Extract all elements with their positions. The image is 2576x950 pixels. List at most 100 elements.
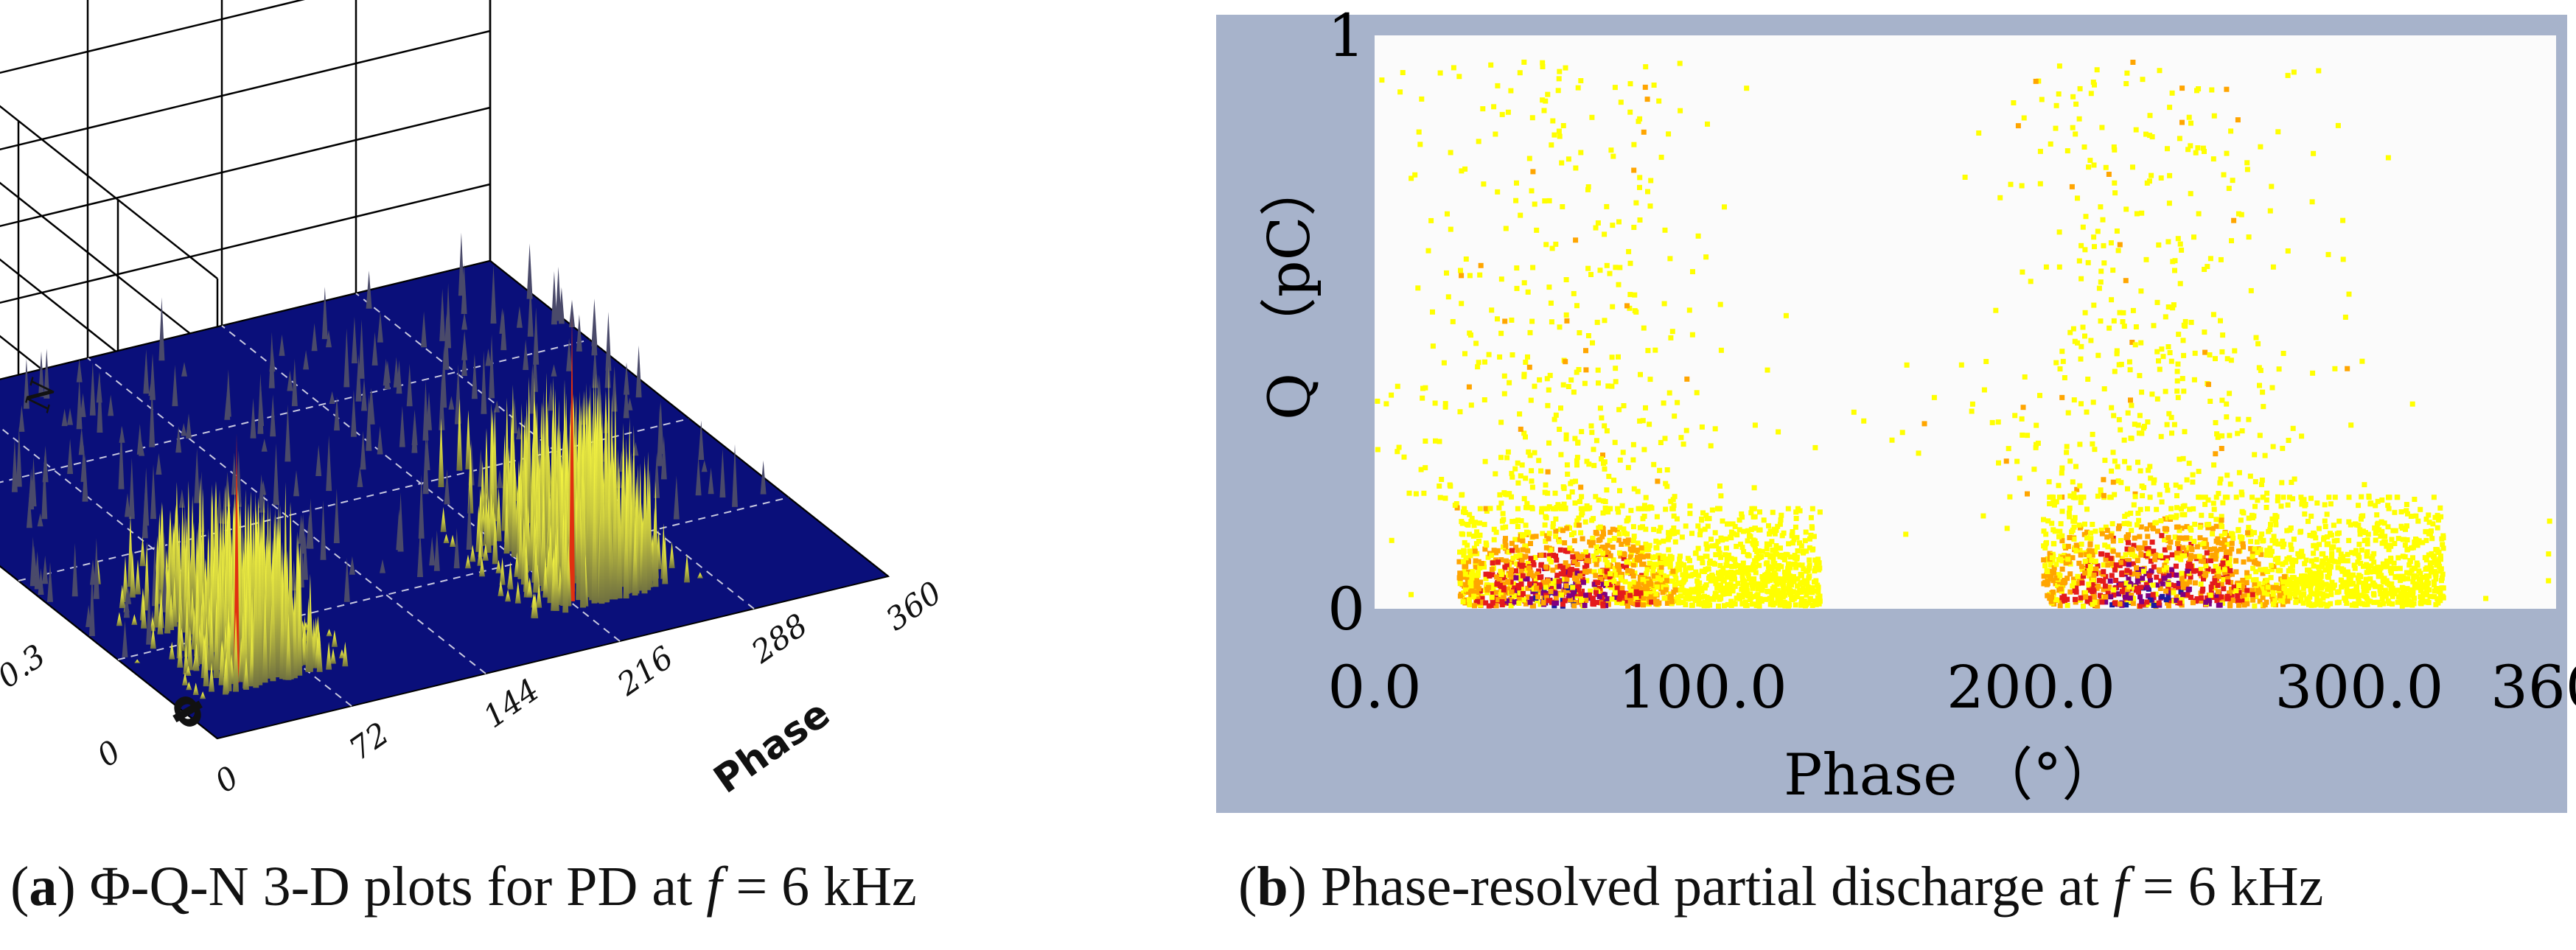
b-point [2390,585,2395,591]
b-point [1508,579,1514,585]
b-point [1641,598,1647,604]
b-point [2382,587,2388,593]
b-point [1675,399,1680,405]
b-point [1540,600,1546,606]
b-point [2173,514,2179,520]
b-point [2134,565,2139,570]
a-peak-spike [293,469,299,497]
b-point [2435,559,2441,565]
b-point [2395,573,2401,579]
b-point [1596,593,1602,599]
b-point [1616,219,1622,225]
b-point [1696,573,1702,579]
b-point [1812,579,1817,585]
a-peak-spike [443,534,450,543]
b-point [1688,573,1694,579]
b-point [1746,576,1752,582]
a-peak-spike [182,672,188,685]
b-point [1722,204,1727,210]
b-point [2327,570,2332,576]
a-peak-spike [222,657,228,695]
b-point [1768,572,1774,578]
b-point [1483,506,1489,511]
b-point [2147,597,2153,603]
a-peak-spike [511,457,517,557]
b-point [1570,584,1576,590]
b-point [1606,473,1612,479]
b-point [1616,282,1622,287]
b-point [2162,537,2168,542]
a-peak-spike [495,559,502,573]
b-point [1558,506,1564,511]
b-point [1589,114,1595,120]
b-point [1647,590,1653,596]
b-point [1739,545,1745,551]
b-point [2283,559,2289,565]
b-point [2404,570,2409,576]
b-point [2213,523,2219,529]
b-point [1540,60,1546,66]
b-point [2264,577,2270,583]
b-point [1628,590,1634,596]
b-point [1711,596,1717,602]
b-point [2409,567,2415,573]
b-point [1643,64,1649,70]
b-point [2263,505,2269,510]
b-point [2271,534,2277,539]
b-point [2255,550,2261,556]
b-point [1695,523,1701,529]
b-point [1578,598,1584,604]
b-point [2166,603,2171,609]
b-point [1629,569,1635,575]
a-peak-spike [461,330,468,360]
b-point [1479,596,1485,601]
b-point [1628,508,1634,514]
b-point [1620,450,1626,455]
b-point [2227,561,2233,567]
b-point [2352,551,2358,556]
b-point [2432,588,2437,594]
b-point [2404,537,2410,542]
b-point [1502,539,1508,545]
b-point [1664,601,1670,606]
a-peak-spike [157,604,164,635]
b-point [1565,471,1571,477]
b-point [1589,517,1595,523]
b-point [1579,494,1585,500]
b-point [1618,99,1624,105]
b-point [1468,519,1474,525]
b-point [2298,594,2304,600]
b-point [2095,598,2101,604]
b-point [1641,129,1647,135]
b-point [1597,568,1603,574]
b-point [1554,557,1560,563]
b-point [2155,528,2160,534]
b-point [2351,589,2357,595]
b-point [2215,582,2221,588]
b-point [2356,503,2362,509]
b-point [1637,184,1642,190]
b-point [2200,559,2206,565]
b-point [1781,578,1787,584]
b-point [1521,597,1526,603]
b-point [2254,539,2260,545]
b-point [1498,572,1504,578]
b-point [1637,418,1643,424]
b-point [2351,562,2357,568]
b-point [1462,539,1467,545]
b-point [1716,570,1721,576]
b-point [1641,561,1647,567]
b-point [1617,525,1623,531]
b-point [2168,539,2174,545]
b-point [2072,514,2078,520]
b-point [2345,593,2351,599]
b-point [1641,596,1647,601]
b-point [2241,602,2247,608]
b-point [2407,558,2413,564]
b-point [1635,601,1641,607]
b-point [1482,546,1488,552]
b-point [2175,524,2181,530]
b-point [2258,567,2263,573]
b-point [2115,525,2121,531]
b-point [1687,503,1693,509]
